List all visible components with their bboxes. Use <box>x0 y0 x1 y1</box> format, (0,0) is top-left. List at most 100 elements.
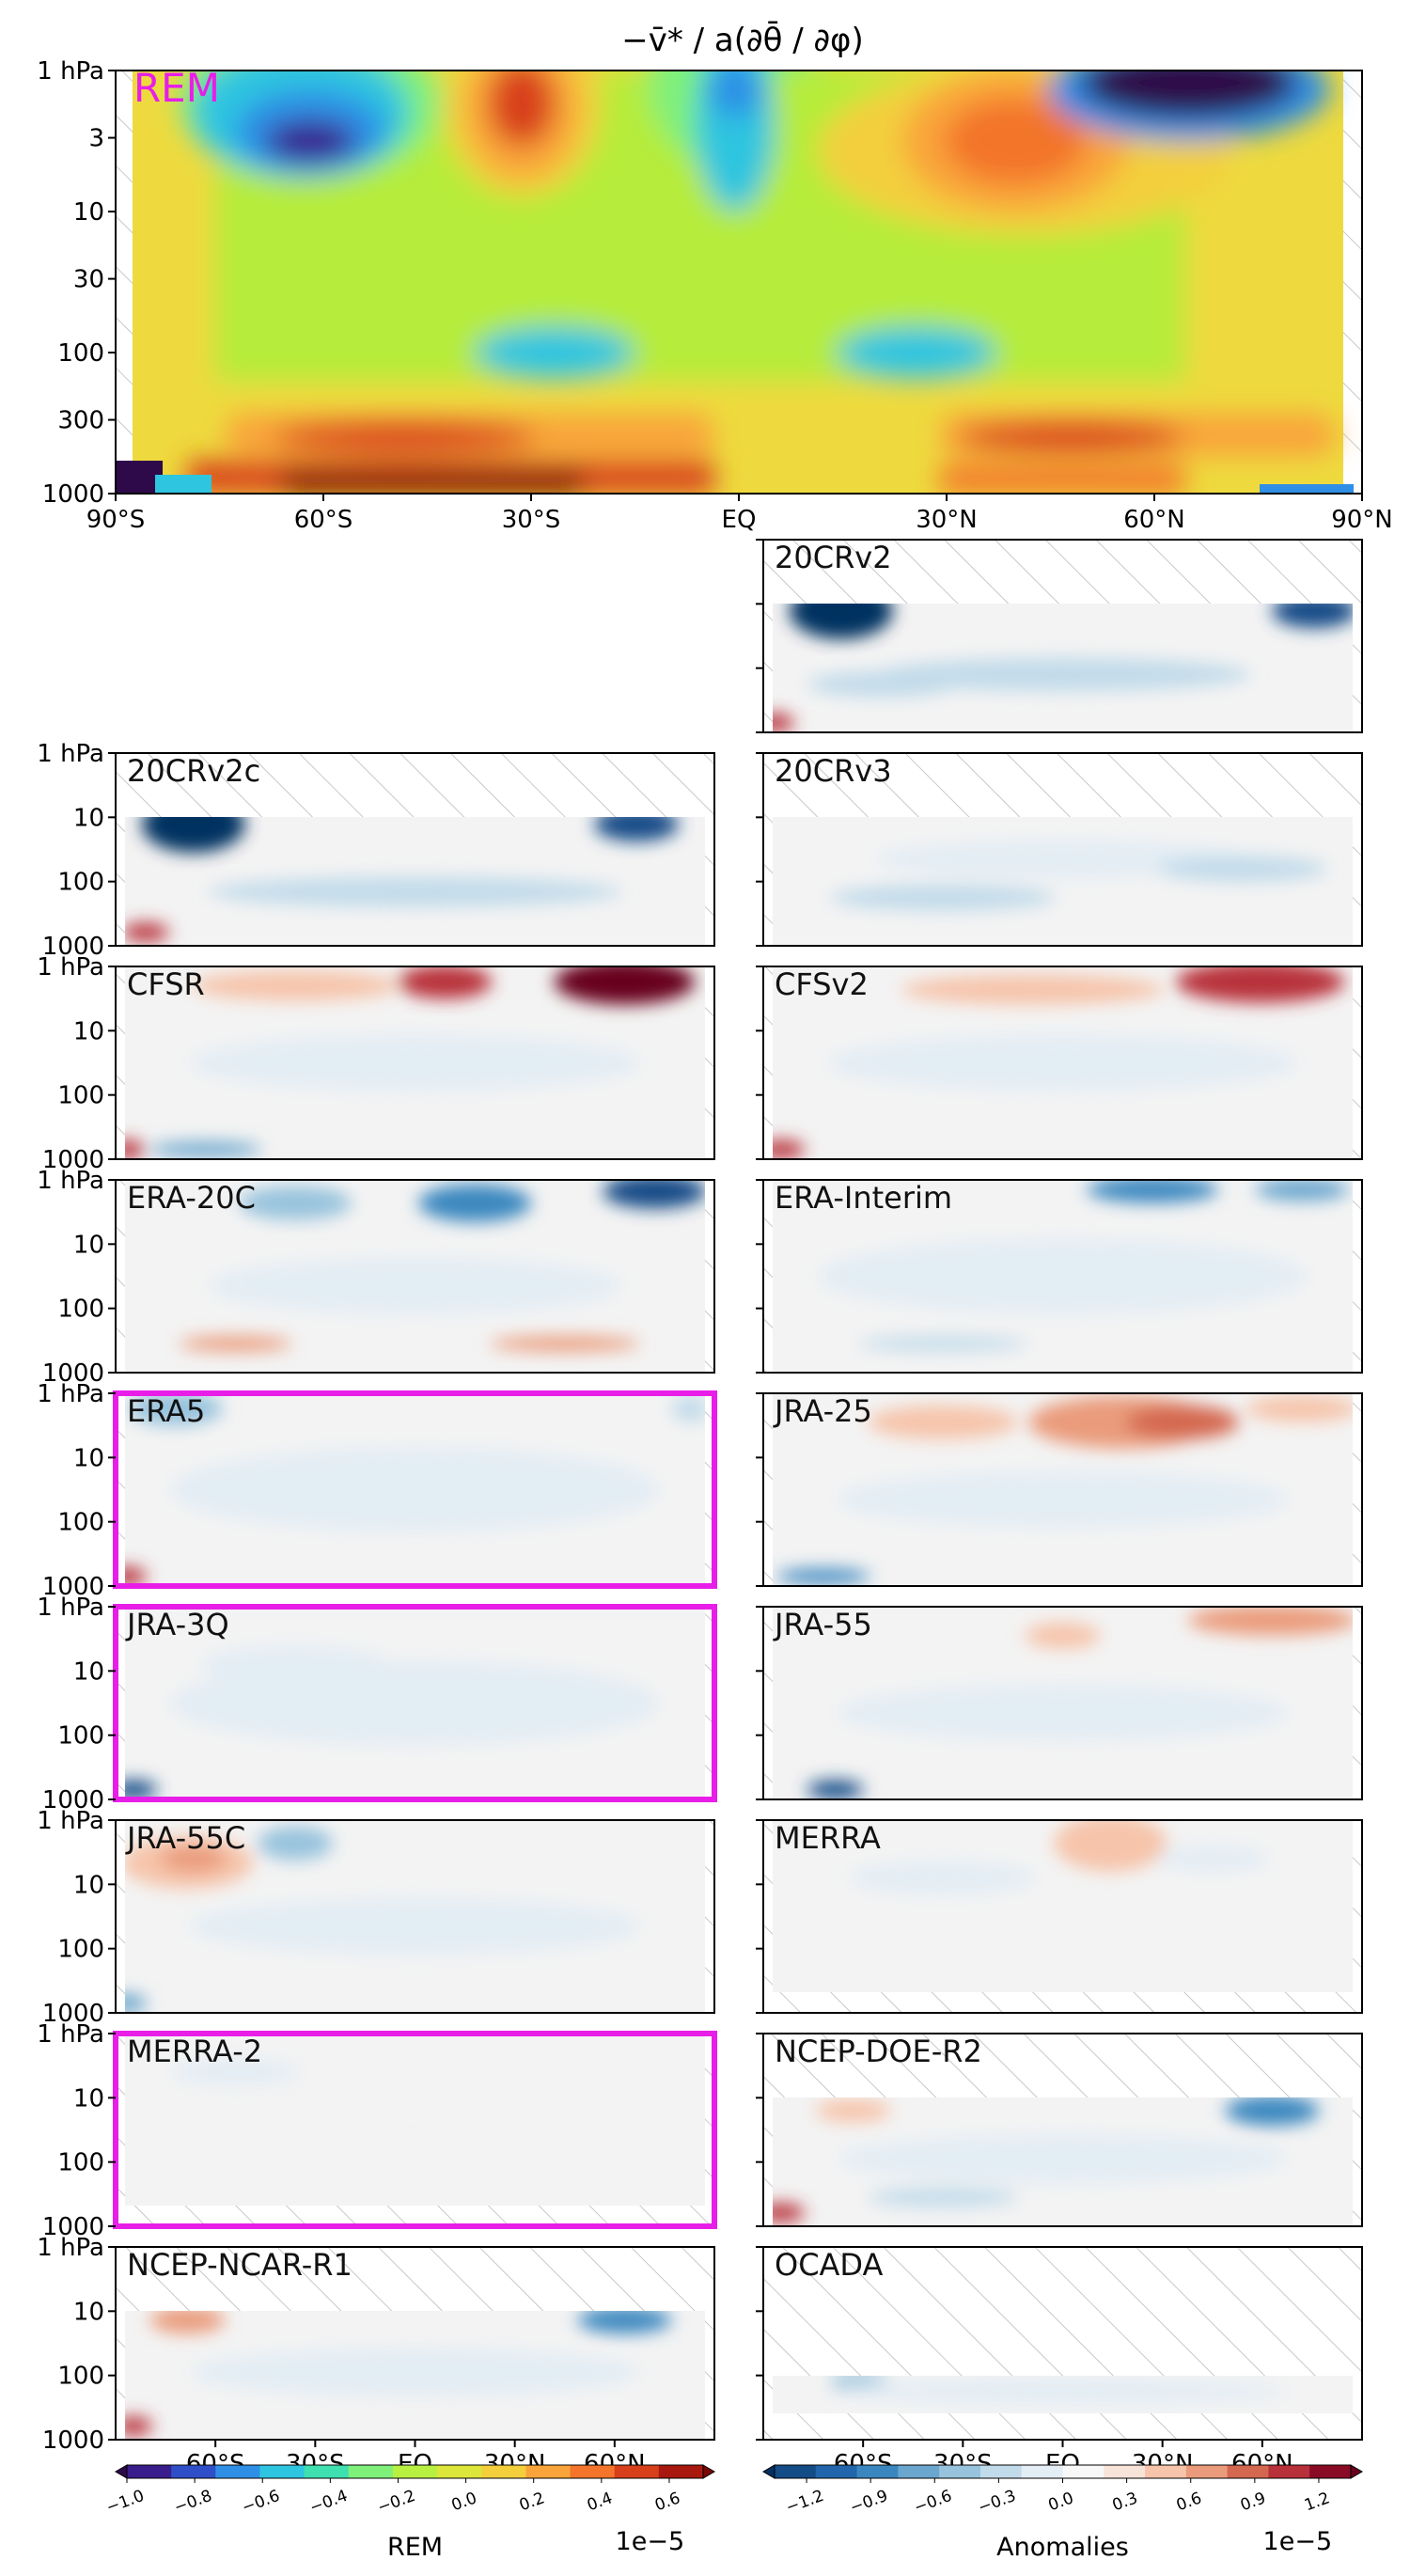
anomaly-contour <box>874 657 1251 692</box>
anomaly-contour <box>121 922 169 942</box>
figure-title: −v̄* / a(∂θ̄ / ∂φ) <box>621 21 864 59</box>
colorbar-tick-label: −0.8 <box>172 2487 215 2518</box>
anomaly-contour <box>818 1238 1308 1314</box>
y-tick-label: 1 hPa <box>37 1167 104 1195</box>
panel-cfsr: CFSR 1 hPa 10 100 1000 <box>37 953 715 1174</box>
y-tick-label: 1 hPa <box>37 1380 104 1408</box>
colorbar-segment <box>437 2465 482 2478</box>
panel-frame <box>762 752 1363 947</box>
colorbar-tick-label: −0.9 <box>848 2487 891 2518</box>
panel-jra-25: JRA-25 <box>756 1392 1363 1587</box>
colorbar-segment <box>1227 2465 1269 2478</box>
colorbar-segment <box>658 2465 704 2478</box>
panel-frame <box>762 1819 1363 2014</box>
colorbar-tick-label: −0.6 <box>240 2487 283 2518</box>
colorbar-tick-label: 1.2 <box>1302 2489 1332 2515</box>
anomaly-contour <box>189 1034 641 1092</box>
anomaly-contour <box>1054 1820 1167 1872</box>
anomaly-contour <box>398 966 493 999</box>
x-tick-label: EQ <box>722 506 757 534</box>
colorbar-segment <box>392 2465 438 2478</box>
y-tick-label: 1 hPa <box>37 1594 104 1622</box>
colorbar-segment <box>939 2465 981 2478</box>
anomaly-contour <box>868 2188 1019 2207</box>
colorbar-segment <box>1062 2465 1104 2478</box>
anomaly-contour <box>827 1034 1298 1092</box>
panel-frame <box>762 1392 1363 1587</box>
anomaly-contour <box>189 2082 641 2139</box>
rem-colorbar: −1.0 −0.8 −0.6 −0.4 −0.2 0.0 0.2 0.4 0.6 REM 1e−5 <box>103 2464 715 2562</box>
anomaly-contour <box>149 1141 262 1157</box>
panel-label: 20CRv3 <box>775 753 892 789</box>
panel-ncep-doe-r2: NCEP-DOE-R2 <box>756 2033 1363 2227</box>
rem-field <box>116 71 1354 494</box>
panel-label: JRA-55C <box>125 1820 245 1856</box>
anomaly-contour <box>1246 1395 1359 1422</box>
anomaly-contour <box>815 2099 891 2122</box>
y-tick-label: 100 <box>57 1296 104 1324</box>
colorbar-scale: 1e−5 <box>1263 2527 1333 2556</box>
y-tick-label: 300 <box>57 407 104 435</box>
colorbar-tick-label: −0.6 <box>912 2487 955 2518</box>
highlight-frame <box>113 1390 717 1589</box>
reanalysis-panels: 20CRv2 20CRv2c 1 hPa 10 100 1000 20CRv3 CFSR 1 h… <box>37 539 1363 2455</box>
anomaly-contour <box>849 1861 1038 1895</box>
anomaly-contour <box>1025 1622 1101 1649</box>
y-tick-label: 10 <box>73 1444 104 1472</box>
anomaly-contour <box>763 1139 806 1159</box>
panel-frame <box>762 2033 1363 2227</box>
anomaly-contour <box>858 1336 1028 1352</box>
anomaly-contour <box>1157 856 1327 882</box>
colorbar-tick-label: 0.2 <box>517 2489 547 2515</box>
y-tick-label: 100 <box>57 1082 104 1110</box>
colorbar-segment <box>171 2465 216 2478</box>
anomaly-contour <box>189 1897 641 1955</box>
colorbar-extend-max <box>702 2464 715 2479</box>
panel-cfsv2: CFSv2 <box>756 966 1363 1160</box>
anomaly-contour <box>776 1568 870 1584</box>
panel-frame <box>762 1606 1363 1800</box>
colorbar-tick-label: −0.2 <box>375 2487 418 2518</box>
colorbar-tick-label: 0.0 <box>449 2489 479 2515</box>
anomaly-contour <box>577 2306 672 2333</box>
anomaly-contour <box>169 2059 302 2085</box>
highlight-frame <box>113 1604 717 1802</box>
y-tick-label: 3 <box>88 125 104 153</box>
y-tick-label: 100 <box>57 1509 104 1537</box>
panel-era-20c: ERA-20C 1 hPa 10 100 1000 <box>37 1167 715 1388</box>
colorbar-segment <box>1268 2465 1310 2478</box>
anomaly-contour <box>170 1447 660 1532</box>
panel-label: ERA-Interim <box>775 1180 952 1216</box>
anomaly-contour <box>258 1826 334 1861</box>
colorbar-tick-label: 0.6 <box>652 2489 682 2515</box>
anomaly-contour <box>116 1993 147 2013</box>
anomaly-contour <box>603 1180 707 1209</box>
colorbar-tick-label: 0.3 <box>1110 2489 1140 2515</box>
panel-label: NCEP-NCAR-R1 <box>127 2247 352 2283</box>
y-tick-label: 10 <box>73 804 104 832</box>
y-tick-label: 100 <box>57 2149 104 2177</box>
colorbar-label: REM <box>387 2533 443 2562</box>
x-tick-label: 60°S <box>294 506 353 534</box>
anomaly-contour <box>830 884 1057 911</box>
anomaly-contour <box>1255 1180 1350 1202</box>
panel-label: 20CRv2c <box>127 753 260 789</box>
anomaly-contour <box>160 1846 227 1872</box>
panel-frame <box>762 966 1363 1160</box>
anomaly-contour <box>1155 1846 1269 1872</box>
y-tick-label: 10 <box>73 1017 104 1045</box>
panel-frame <box>115 966 715 1160</box>
anomaly-contour <box>201 1645 390 1684</box>
colorbar-segment <box>775 2465 817 2478</box>
colorbar-segment <box>1309 2465 1352 2478</box>
x-tick-label: 90°S <box>86 506 146 534</box>
panel-label: CFSv2 <box>775 966 869 1002</box>
colorbar-segment <box>304 2465 350 2478</box>
anomaly-contour <box>149 2306 226 2333</box>
panel-merra-2: MERRA-2 1 hPa 10 100 1000 <box>37 2020 717 2241</box>
panel-frame <box>762 1179 1363 1374</box>
colorbar-segment <box>570 2465 616 2478</box>
panel-label: 20CRv2 <box>775 540 892 575</box>
anomaly-contour <box>1087 1180 1219 1203</box>
colorbar-segment <box>481 2465 526 2478</box>
